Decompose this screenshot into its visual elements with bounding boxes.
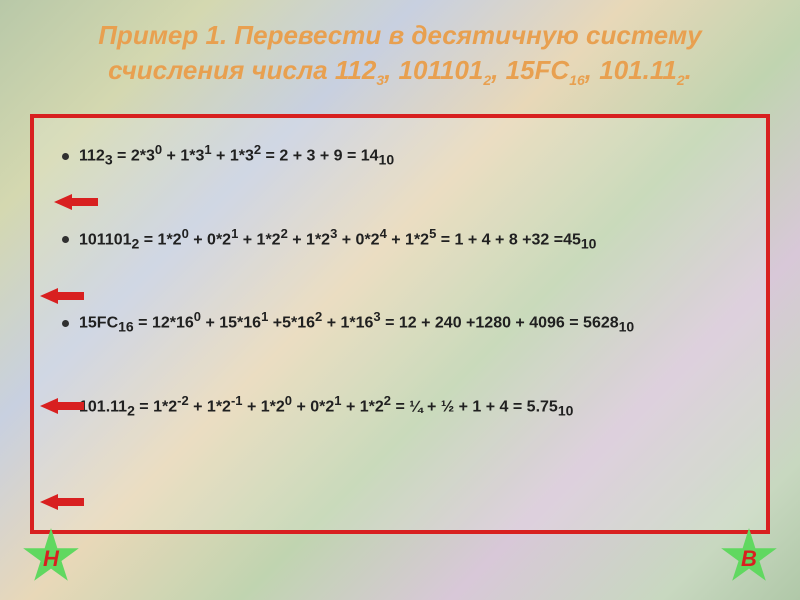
example-line-2: 1011012 = 1*20 + 0*21 + 1*22 + 1*23 + 0*…: [62, 226, 738, 252]
slide-title: Пример 1. Перевести в десятичную систему…: [0, 0, 800, 96]
nav-back-label: Н: [43, 546, 59, 572]
nav-forward-label: В: [741, 546, 757, 572]
bullet-icon: [62, 153, 69, 160]
content-box: 1123 = 2*30 + 1*31 + 1*32 = 2 + 3 + 9 = …: [30, 114, 770, 534]
title-prefix: Пример 1.: [98, 20, 227, 50]
bullet-icon: [62, 236, 69, 243]
nav-back-star[interactable]: Н: [22, 528, 80, 586]
example-line-3: 15FC16 = 12*160 + 15*161 +5*162 + 1*163 …: [62, 309, 738, 335]
title-sub1: 3: [376, 72, 384, 88]
bullet-icon: [62, 320, 69, 327]
example-line-1: 1123 = 2*30 + 1*31 + 1*32 = 2 + 3 + 9 = …: [62, 142, 738, 168]
example-line-4: 101.112 = 1*2-2 + 1*2-1 + 1*20 + 0*21 + …: [62, 393, 738, 419]
nav-forward-star[interactable]: В: [720, 528, 778, 586]
